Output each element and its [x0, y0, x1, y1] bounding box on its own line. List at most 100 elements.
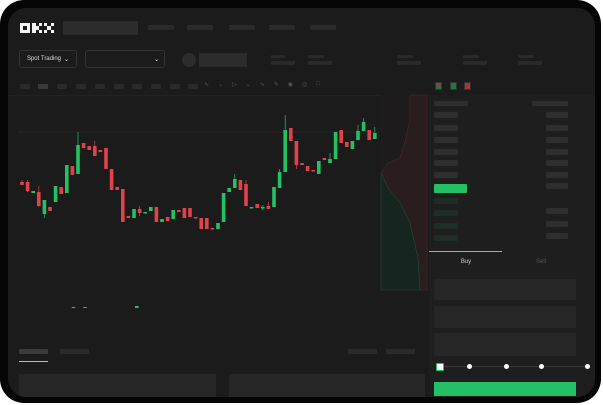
depth-chart	[380, 94, 428, 291]
candle-body	[261, 207, 265, 209]
nav-item[interactable]	[229, 25, 255, 30]
chevron-down-icon[interactable]: ⌄	[245, 82, 251, 88]
candle-body	[322, 158, 327, 160]
tab-underline	[429, 251, 502, 252]
pair-dropdown[interactable]: ⌄	[85, 50, 165, 68]
candle	[31, 191, 35, 193]
candle	[350, 141, 355, 149]
timeframe-button[interactable]	[151, 84, 161, 89]
nav-item[interactable]	[310, 25, 336, 30]
line-icon[interactable]: ∿	[259, 82, 265, 88]
filter-button[interactable]	[348, 349, 377, 354]
candle	[300, 163, 304, 165]
candle-body	[345, 142, 349, 147]
settings-icon[interactable]: ◎	[302, 82, 308, 88]
candle	[53, 186, 58, 202]
candle-body	[115, 187, 119, 190]
slider-mark-75[interactable]	[539, 364, 544, 369]
volume-bar	[83, 307, 87, 308]
candle-body	[221, 193, 226, 222]
nav-item[interactable]	[148, 25, 174, 30]
timeframe-button[interactable]	[132, 84, 142, 89]
candle	[221, 193, 226, 222]
candle	[238, 180, 243, 190]
active-tab-underline	[19, 361, 48, 362]
tab-order-history[interactable]	[60, 349, 89, 354]
candle	[154, 207, 159, 222]
candlestick-chart[interactable]	[8, 8, 429, 308]
ask-amount	[546, 137, 568, 143]
chevron-down-icon[interactable]: ⌄	[218, 82, 224, 88]
stat-value	[463, 61, 487, 65]
tab-buy[interactable]: Buy	[460, 259, 472, 265]
timeframe-button[interactable]	[76, 84, 86, 89]
stat-label	[397, 55, 413, 58]
candle-body	[31, 191, 35, 193]
pencil-icon[interactable]: ✎	[273, 82, 279, 88]
candle-body	[199, 218, 203, 229]
timeframe-button[interactable]	[170, 84, 180, 89]
price-stat	[271, 55, 285, 58]
draw-icon[interactable]: ▷	[232, 82, 237, 88]
orderbook-sell-icon[interactable]	[464, 82, 471, 90]
candle	[283, 115, 287, 172]
candle	[373, 127, 377, 139]
candle-body	[188, 208, 192, 217]
ask-amount	[546, 149, 568, 155]
candle	[109, 169, 114, 190]
candle-body	[356, 131, 360, 140]
candle-body	[53, 186, 58, 202]
price-stat	[271, 61, 295, 65]
timeframe-button[interactable]	[188, 84, 198, 89]
tab-open-orders[interactable]	[19, 349, 48, 354]
timeframe-button[interactable]	[95, 84, 105, 89]
candle-body	[48, 207, 52, 211]
slider-handle[interactable]	[436, 363, 444, 371]
price-input[interactable]	[434, 279, 576, 300]
candle-body	[227, 188, 231, 192]
amount-input[interactable]	[434, 306, 576, 328]
timeframe-button[interactable]	[38, 84, 48, 89]
candle	[42, 200, 47, 218]
timeframe-button[interactable]	[57, 84, 67, 89]
tab-sell[interactable]: Sell	[535, 259, 546, 265]
bid-price	[434, 198, 458, 204]
slider-mark-25[interactable]	[467, 364, 472, 369]
candle-body	[76, 145, 80, 174]
market-selector-button[interactable]: Spot Trading ⌄	[19, 50, 77, 68]
nav-item[interactable]	[187, 25, 213, 30]
nav-item[interactable]	[269, 25, 295, 30]
buy-submit-button[interactable]	[434, 382, 576, 396]
candle-body	[154, 207, 159, 222]
candle-body	[126, 216, 131, 218]
candle-body	[143, 212, 147, 214]
orderbook-both-icon[interactable]	[435, 82, 442, 90]
amount-slider[interactable]	[436, 363, 590, 371]
filter-button[interactable]	[386, 349, 415, 354]
candle	[37, 186, 41, 207]
indicator-icon[interactable]: ∿	[204, 82, 210, 88]
slider-mark-50[interactable]	[504, 364, 509, 369]
app-window: Spot Trading ⌄ ⌄ ∿ ⌄ ▷ ⌄ ∿ ✎ ◉ ◎ □	[8, 8, 595, 397]
candle	[205, 218, 209, 229]
pair-name	[199, 53, 247, 67]
timeframe-button[interactable]	[114, 84, 124, 89]
fullscreen-icon[interactable]: □	[316, 81, 320, 87]
timeframe-button[interactable]	[20, 84, 30, 89]
bid-price	[434, 223, 458, 229]
bid-price	[434, 235, 458, 241]
candle	[20, 180, 24, 185]
orderbook-buy-icon[interactable]	[450, 82, 457, 90]
camera-icon[interactable]: ◉	[287, 82, 294, 88]
candle	[249, 207, 254, 209]
okx-logo[interactable]	[20, 22, 58, 35]
total-input[interactable]	[434, 333, 576, 356]
candle	[81, 143, 86, 148]
ask-price	[434, 160, 458, 166]
ask-price	[434, 112, 458, 118]
candle	[289, 128, 293, 141]
search-bar[interactable]	[63, 21, 138, 35]
slider-mark-100[interactable]	[585, 364, 590, 369]
candle-body	[160, 219, 164, 222]
